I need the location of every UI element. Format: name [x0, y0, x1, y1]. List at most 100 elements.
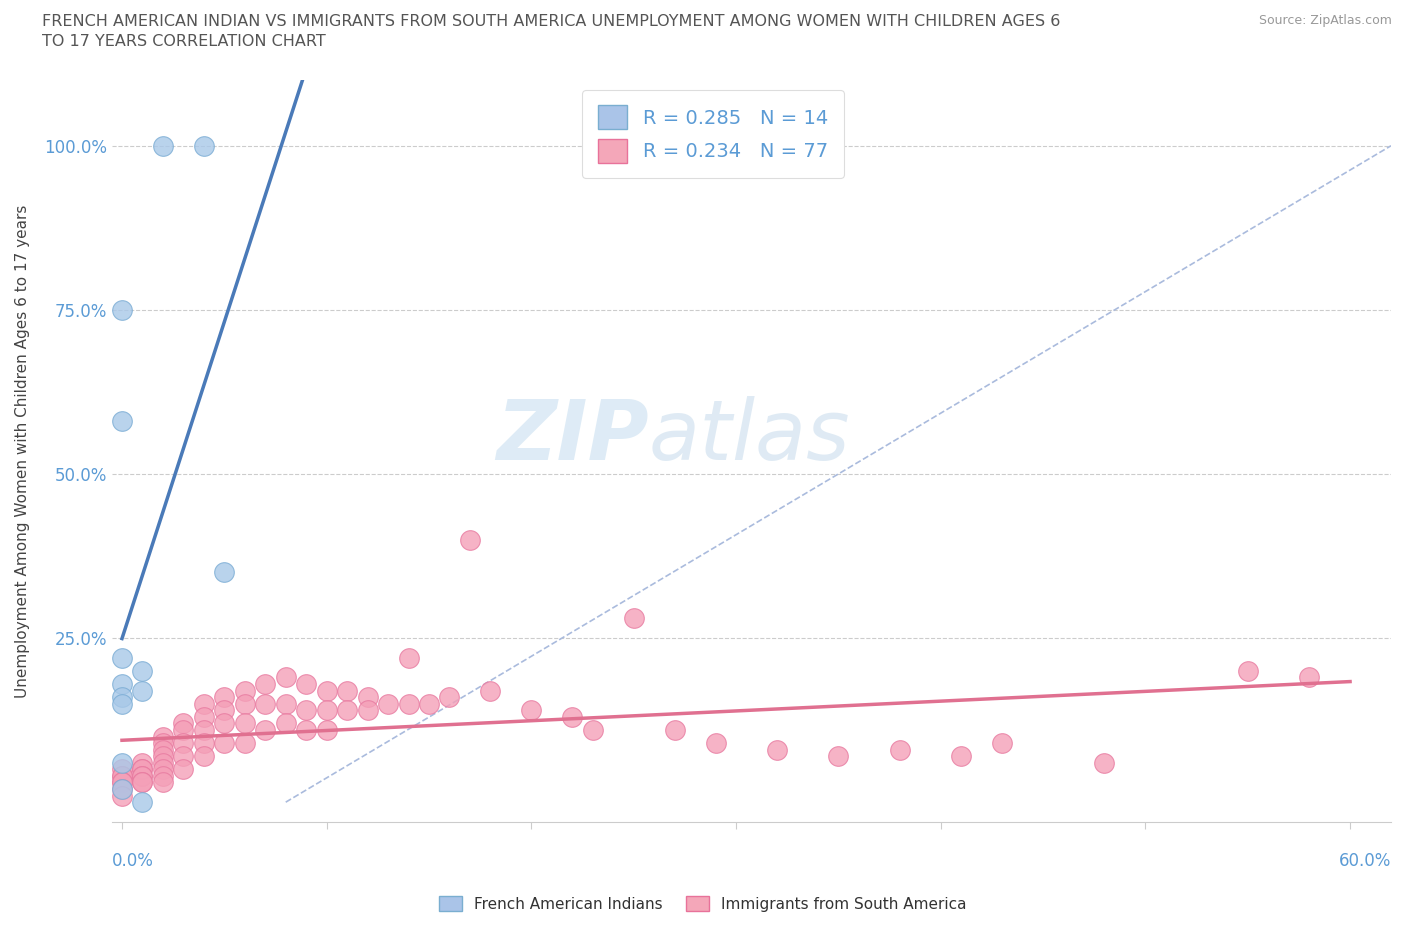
Point — [1236, 663, 1258, 678]
Point — [214, 703, 236, 718]
Text: atlas: atlas — [650, 395, 851, 477]
Point — [111, 768, 134, 783]
Point — [193, 723, 215, 737]
Point — [214, 565, 236, 580]
Point — [172, 749, 194, 764]
Text: FRENCH AMERICAN INDIAN VS IMMIGRANTS FROM SOUTH AMERICA UNEMPLOYMENT AMONG WOMEN: FRENCH AMERICAN INDIAN VS IMMIGRANTS FRO… — [42, 14, 1060, 48]
Point — [991, 736, 1014, 751]
Point — [131, 762, 153, 777]
Point — [111, 414, 134, 429]
Legend: R = 0.285   N = 14, R = 0.234   N = 77: R = 0.285 N = 14, R = 0.234 N = 77 — [582, 90, 844, 179]
Point — [131, 663, 153, 678]
Point — [356, 703, 378, 718]
Point — [766, 742, 789, 757]
Point — [356, 690, 378, 705]
Point — [111, 781, 134, 796]
Point — [336, 684, 359, 698]
Text: Source: ZipAtlas.com: Source: ZipAtlas.com — [1258, 14, 1392, 27]
Point — [152, 139, 174, 153]
Point — [111, 302, 134, 317]
Point — [827, 749, 849, 764]
Point — [111, 788, 134, 803]
Legend: French American Indians, Immigrants from South America: French American Indians, Immigrants from… — [433, 889, 973, 918]
Point — [193, 736, 215, 751]
Text: 60.0%: 60.0% — [1339, 852, 1391, 870]
Point — [214, 716, 236, 731]
Point — [152, 755, 174, 770]
Point — [193, 697, 215, 711]
Point — [295, 723, 318, 737]
Point — [111, 690, 134, 705]
Point — [131, 768, 153, 783]
Point — [274, 670, 297, 684]
Point — [131, 768, 153, 783]
Point — [111, 755, 134, 770]
Point — [111, 697, 134, 711]
Point — [172, 736, 194, 751]
Point — [254, 697, 277, 711]
Point — [214, 736, 236, 751]
Point — [193, 139, 215, 153]
Point — [193, 710, 215, 724]
Point — [664, 723, 686, 737]
Point — [439, 690, 461, 705]
Point — [623, 611, 645, 626]
Point — [295, 676, 318, 691]
Point — [214, 690, 236, 705]
Point — [131, 775, 153, 790]
Point — [315, 723, 337, 737]
Point — [172, 716, 194, 731]
Point — [561, 710, 583, 724]
Point — [131, 684, 153, 698]
Point — [131, 755, 153, 770]
Point — [315, 703, 337, 718]
Point — [152, 768, 174, 783]
Point — [950, 749, 973, 764]
Y-axis label: Unemployment Among Women with Children Ages 6 to 17 years: Unemployment Among Women with Children A… — [15, 205, 30, 698]
Point — [111, 650, 134, 665]
Point — [111, 768, 134, 783]
Text: 0.0%: 0.0% — [111, 852, 153, 870]
Point — [233, 684, 256, 698]
Point — [704, 736, 727, 751]
Point — [131, 775, 153, 790]
Point — [152, 729, 174, 744]
Point — [398, 697, 420, 711]
Point — [336, 703, 359, 718]
Point — [111, 775, 134, 790]
Point — [458, 532, 481, 547]
Point — [152, 742, 174, 757]
Point — [398, 650, 420, 665]
Text: ZIP: ZIP — [496, 395, 650, 477]
Point — [889, 742, 911, 757]
Point — [233, 697, 256, 711]
Point — [152, 762, 174, 777]
Point — [479, 684, 502, 698]
Point — [582, 723, 605, 737]
Point — [152, 749, 174, 764]
Point — [254, 723, 277, 737]
Point — [520, 703, 543, 718]
Point — [131, 762, 153, 777]
Point — [111, 775, 134, 790]
Point — [254, 676, 277, 691]
Point — [377, 697, 399, 711]
Point — [193, 749, 215, 764]
Point — [418, 697, 440, 711]
Point — [274, 697, 297, 711]
Point — [274, 716, 297, 731]
Point — [172, 723, 194, 737]
Point — [152, 775, 174, 790]
Point — [295, 703, 318, 718]
Point — [1094, 755, 1116, 770]
Point — [111, 781, 134, 796]
Point — [152, 736, 174, 751]
Point — [233, 716, 256, 731]
Point — [111, 676, 134, 691]
Point — [172, 762, 194, 777]
Point — [1298, 670, 1320, 684]
Point — [111, 762, 134, 777]
Point — [315, 684, 337, 698]
Point — [233, 736, 256, 751]
Point — [131, 795, 153, 810]
